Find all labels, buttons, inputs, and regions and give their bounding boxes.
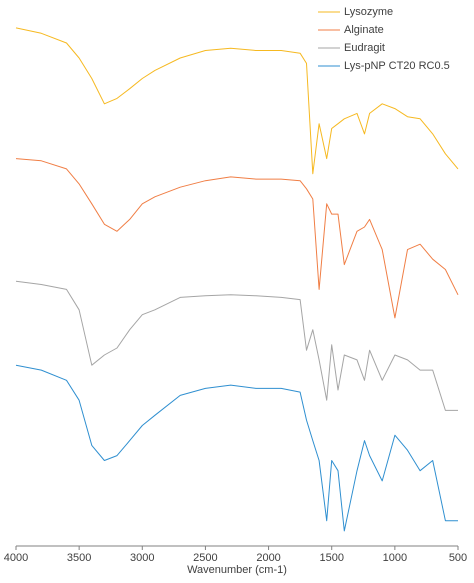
series-line xyxy=(15,280,458,411)
series-line xyxy=(15,27,459,175)
legend-label: Lysozyme xyxy=(344,6,393,18)
x-tick-label: 2500 xyxy=(193,552,217,564)
legend-label: Eudragit xyxy=(344,42,385,54)
x-tick-label: 4000 xyxy=(4,552,28,564)
x-tick-label: 3500 xyxy=(67,552,91,564)
legend-label: Alginate xyxy=(344,24,384,36)
series-line xyxy=(15,158,459,319)
x-tick-label: 3000 xyxy=(130,552,154,564)
x-tick-label: 500 xyxy=(449,552,467,564)
legend-label: Lys-pNP CT20 RC0.5 xyxy=(344,60,450,72)
x-axis-label: Wavenumber (cm-1) xyxy=(187,564,287,576)
x-tick-label: 1500 xyxy=(319,552,343,564)
x-tick-label: 1000 xyxy=(383,552,407,564)
x-tick-label: 2000 xyxy=(256,552,280,564)
series-line xyxy=(15,364,458,532)
